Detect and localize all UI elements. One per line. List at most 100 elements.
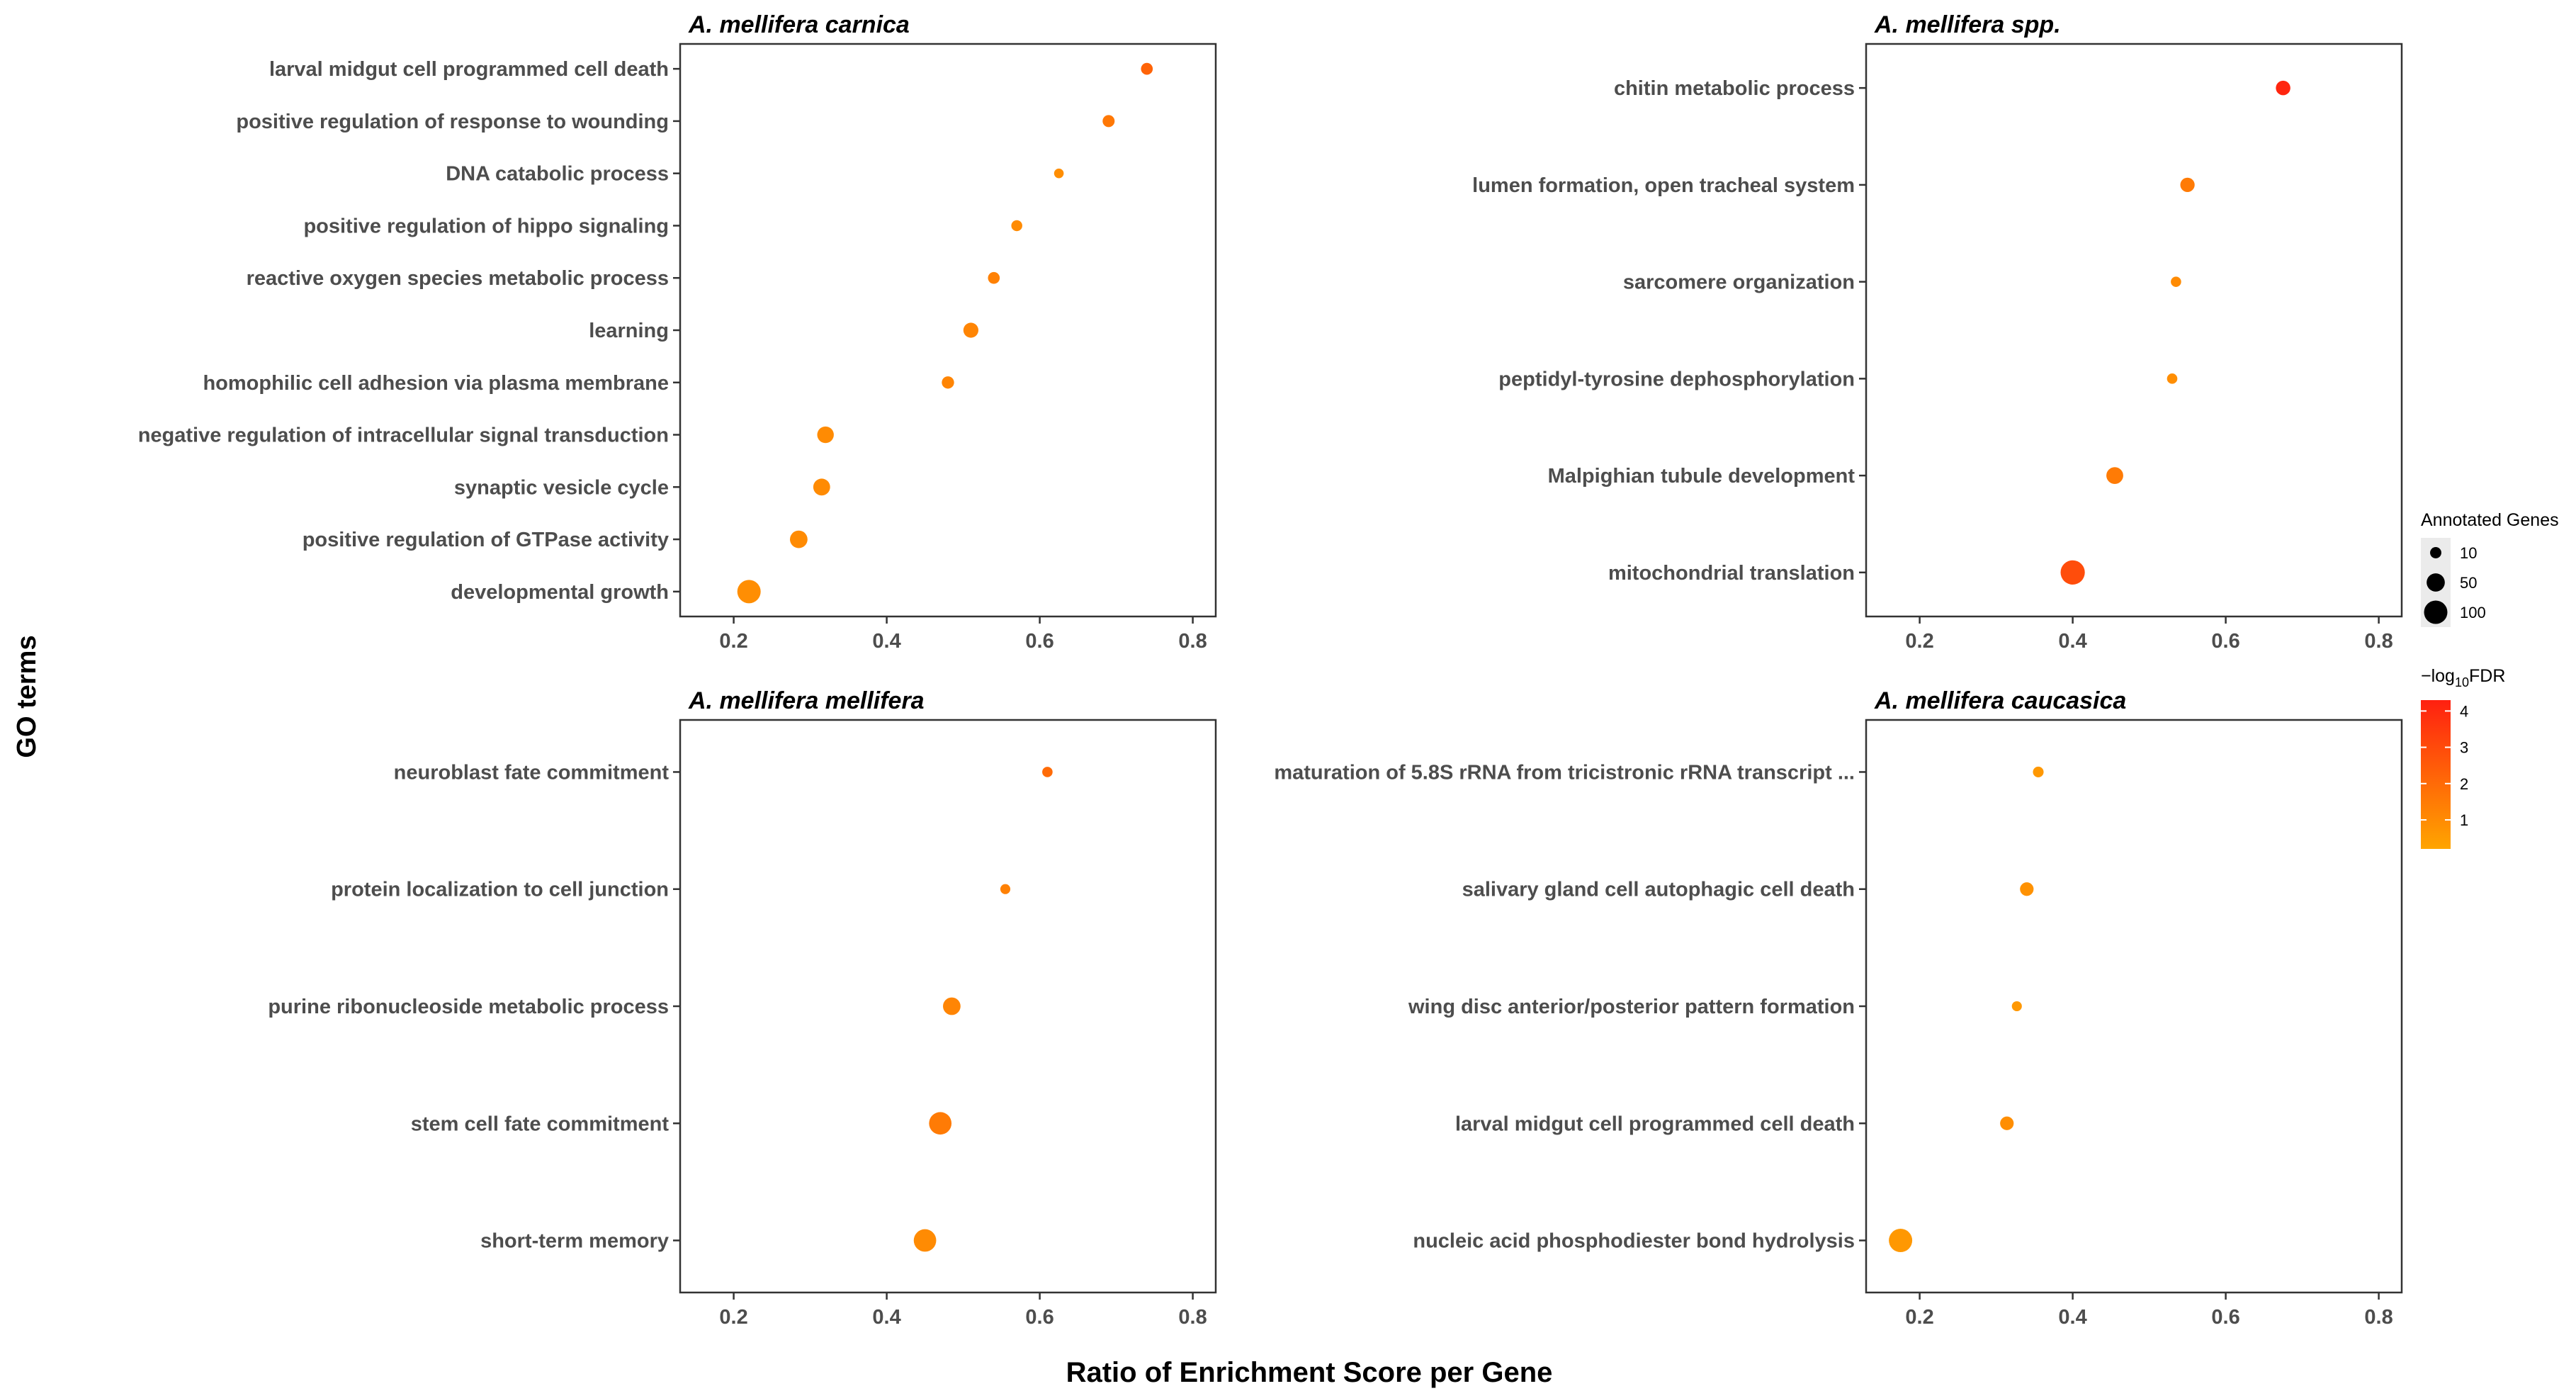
x-tick-label: 0.6	[1025, 1306, 1053, 1329]
go-term-label: larval midgut cell programmed cell death	[1455, 1113, 1855, 1135]
go-term-label: positive regulation of GTPase activity	[303, 529, 669, 551]
panel-title: A. mellifera caucasica	[1874, 687, 2126, 714]
go-term-label: positive regulation of response to wound…	[236, 111, 669, 133]
color-legend-ticks: 4 3 2 1	[2421, 702, 2468, 829]
data-point	[963, 322, 979, 338]
color-legend-bar	[2421, 700, 2451, 849]
x-tick-label: 0.8	[2364, 1306, 2393, 1329]
go-term-label: synaptic vesicle cycle	[454, 476, 669, 499]
color-legend-title: −log10FDR	[2421, 666, 2505, 689]
data-point	[1141, 62, 1153, 75]
panel-title: A. mellifera spp.	[1874, 11, 2061, 38]
x-tick-label: 0.2	[719, 1306, 747, 1329]
go-term-label: chitin metabolic process	[1614, 77, 1855, 100]
panel-title: A. mellifera mellifera	[688, 687, 925, 714]
color-legend-tick-label: 4	[2460, 702, 2468, 720]
go-term-label: neuroblast fate commitment	[394, 761, 670, 784]
x-tick-label: 0.4	[2058, 1306, 2086, 1329]
x-tick-label: 0.8	[1178, 630, 1207, 653]
x-tick-label: 0.4	[872, 630, 900, 653]
panel-3: A. mellifera mellifera 0.2 0.4 0.6 0.8 neurob…	[268, 687, 1217, 1329]
go-term-label: larval midgut cell programmed cell death	[269, 58, 669, 81]
color-legend-tick-label: 2	[2460, 775, 2468, 793]
x-tick-label: 0.6	[1025, 630, 1053, 653]
x-tick-label: 0.8	[1178, 1306, 1207, 1329]
data-point	[2000, 1116, 2014, 1130]
data-point	[913, 1229, 937, 1252]
go-term-label: protein localization to cell junction	[331, 879, 669, 901]
go-term-label: wing disc anterior/posterior pattern for…	[1408, 996, 1855, 1018]
data-point	[2276, 80, 2290, 96]
size-legend-dot	[2430, 547, 2441, 558]
go-term-label: developmental growth	[451, 581, 669, 604]
color-legend-tick-label: 3	[2460, 739, 2468, 757]
x-tick-label: 0.4	[872, 1306, 900, 1329]
x-tick-label: 0.8	[2364, 630, 2393, 653]
data-point	[2060, 560, 2085, 585]
go-term-label: short-term memory	[480, 1230, 669, 1253]
figure-x-axis-label: Ratio of Enrichment Score per Gene	[1066, 1357, 1553, 1388]
go-term-label: DNA catabolic process	[446, 163, 669, 186]
data-point	[1889, 1229, 1913, 1253]
data-point	[929, 1112, 952, 1135]
go-term-label: sarcomere organization	[1623, 271, 1855, 294]
go-term-label: positive regulation of hippo signaling	[303, 215, 669, 237]
color-legend-tick-label: 1	[2460, 811, 2468, 829]
data-point	[817, 426, 834, 444]
data-point	[2167, 373, 2178, 384]
go-term-label: learning	[589, 320, 669, 342]
size-legend-label: 10	[2460, 544, 2477, 562]
panels-layer: A. mellifera carnica 0.2 0.4 0.6 0.8 larval m…	[138, 11, 2403, 1329]
go-term-label: maturation of 5.8S rRNA from tricistroni…	[1274, 761, 1855, 784]
data-point	[2171, 276, 2181, 287]
go-term-label: homophilic cell adhesion via plasma memb…	[203, 372, 669, 395]
panel-2: A. mellifera spp. 0.2 0.4 0.6 0.8 chitin meta…	[1472, 11, 2403, 653]
x-tick-label: 0.2	[1905, 1306, 1933, 1329]
panel-title: A. mellifera carnica	[688, 11, 910, 38]
data-point	[1053, 168, 1064, 179]
panel-border	[1865, 43, 2403, 618]
size-legend-label: 50	[2460, 574, 2477, 592]
x-tick-label: 0.2	[1905, 630, 1933, 653]
data-point	[2033, 766, 2044, 777]
size-legend-dot	[2427, 573, 2445, 592]
color-legend-title-prefix: −log	[2421, 666, 2455, 686]
x-tick-label: 0.2	[719, 630, 747, 653]
data-point	[2020, 882, 2034, 896]
data-point	[1000, 884, 1011, 894]
data-point	[737, 580, 761, 604]
data-point	[2180, 177, 2195, 193]
color-legend-title-suffix: FDR	[2469, 666, 2505, 686]
data-point	[988, 271, 1000, 284]
go-term-label: salivary gland cell autophagic cell deat…	[1462, 879, 1855, 901]
figure-y-axis-label: GO terms	[12, 635, 42, 758]
x-tick-label: 0.6	[2211, 630, 2239, 653]
data-point	[2011, 1001, 2022, 1012]
go-term-label: stem cell fate commitment	[411, 1113, 670, 1135]
data-point	[943, 997, 961, 1015]
size-legend-label: 100	[2460, 604, 2486, 621]
data-point	[2106, 467, 2123, 485]
panel-1: A. mellifera carnica 0.2 0.4 0.6 0.8 larval m…	[138, 11, 1217, 653]
data-point	[1042, 767, 1053, 777]
x-tick-label: 0.6	[2211, 1306, 2239, 1329]
panel-4: A. mellifera caucasica 0.2 0.4 0.6 0.8 matura…	[1274, 687, 2403, 1329]
go-term-label: reactive oxygen species metabolic proces…	[247, 267, 669, 290]
data-point	[1102, 115, 1115, 128]
data-point	[1011, 220, 1022, 232]
go-term-label: nucleic acid phosphodiester bond hydroly…	[1413, 1230, 1855, 1253]
go-term-label: negative regulation of intracellular sig…	[138, 424, 669, 447]
data-point	[790, 530, 808, 548]
data-point	[813, 478, 830, 496]
go-term-label: Malpighian tubule development	[1548, 465, 1855, 488]
size-legend-title: Annotated Genes	[2421, 510, 2559, 530]
color-legend-title-subscript: 10	[2455, 675, 2469, 689]
x-tick-label: 0.4	[2058, 630, 2086, 653]
data-point	[942, 376, 954, 389]
go-term-label: peptidyl-tyrosine dephosphorylation	[1498, 368, 1855, 390]
size-legend-dot	[2424, 600, 2448, 624]
go-term-label: lumen formation, open tracheal system	[1472, 174, 1855, 197]
go-term-label: mitochondrial translation	[1608, 562, 1855, 585]
